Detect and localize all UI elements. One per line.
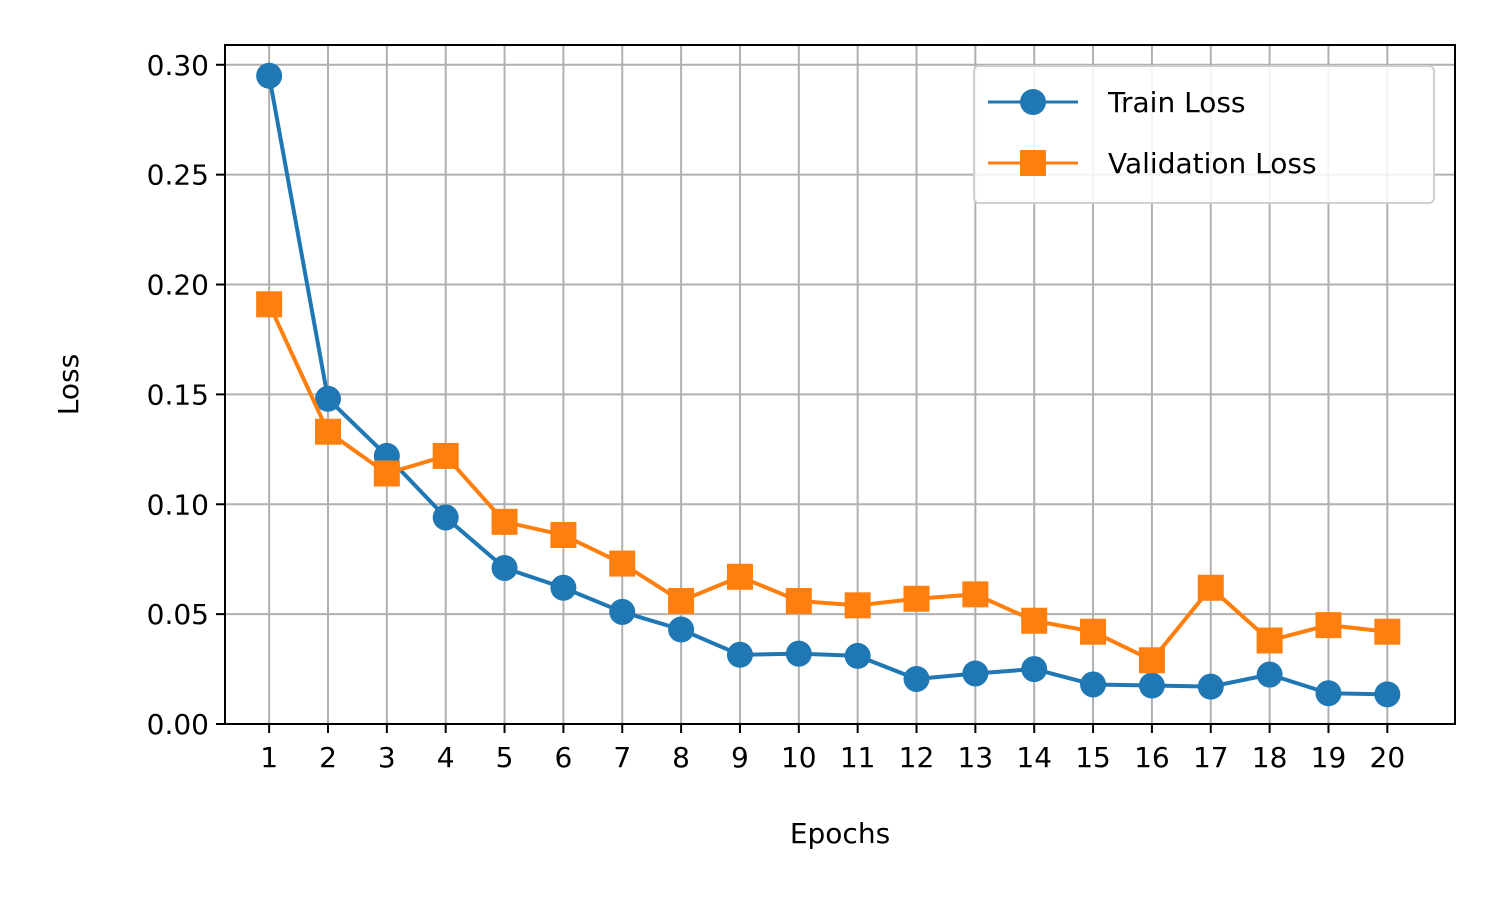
validation-loss-marker: [1021, 607, 1048, 634]
train-loss-marker: [844, 642, 871, 669]
legend: Train Loss Validation Loss: [973, 65, 1435, 204]
train-loss-marker: [1256, 661, 1283, 688]
x-tick-label: 4: [437, 741, 455, 774]
x-tick-label: 3: [378, 741, 396, 774]
x-tick-label: 19: [1311, 741, 1347, 774]
train-loss-marker: [726, 641, 753, 668]
validation-loss-marker: [726, 563, 753, 590]
validation-loss-marker: [491, 508, 518, 535]
x-tick-label: 15: [1075, 741, 1111, 774]
validation-loss-marker: [668, 587, 695, 614]
train-loss-marker: [1315, 680, 1342, 707]
validation-loss-marker: [373, 460, 400, 487]
train-loss-marker: [256, 62, 283, 89]
train-loss-marker: [962, 660, 989, 687]
validation-loss-line: [267, 303, 1388, 663]
y-tick-label: 0.30: [147, 49, 209, 82]
x-tick-label: 1: [260, 741, 278, 774]
x-tick-label: 5: [496, 741, 514, 774]
x-tick-label: 16: [1134, 741, 1170, 774]
validation-loss-marker: [844, 592, 871, 619]
x-tick-label: 8: [672, 741, 690, 774]
train-loss-marker: [785, 640, 812, 667]
x-tick-label: 13: [958, 741, 994, 774]
validation-loss-marker: [962, 581, 989, 608]
validation-loss-marker: [1080, 618, 1107, 645]
train-loss-marker: [1138, 672, 1165, 699]
plot-series: [256, 62, 1401, 708]
plot-frame: [224, 44, 1456, 725]
y-tick-label: 0.00: [147, 708, 209, 741]
validation-loss-marker: [314, 418, 341, 445]
y-tick-label: 0.05: [147, 598, 209, 631]
validation-loss-marker: [256, 291, 283, 318]
train-loss-marker: [1374, 681, 1401, 708]
train-loss-marker: [491, 554, 518, 581]
x-tick-label: 11: [840, 741, 876, 774]
x-tick-label: 6: [554, 741, 572, 774]
train-loss-marker: [609, 598, 636, 625]
y-axis-label: Loss: [52, 354, 85, 415]
validation-loss-marker: [785, 587, 812, 614]
train-loss-marker: [1080, 671, 1107, 698]
train-loss-marker: [1021, 656, 1048, 683]
x-tick-label: 18: [1252, 741, 1288, 774]
legend-label-validation-loss: Validation Loss: [1108, 147, 1317, 180]
train-loss-marker: [314, 385, 341, 412]
x-tick-label: 17: [1193, 741, 1229, 774]
validation-loss-marker: [903, 585, 930, 612]
validation-loss-marker: [550, 522, 577, 549]
validation-loss-marker: [609, 550, 636, 577]
validation-loss-marker: [432, 442, 459, 469]
validation-loss-marker: [1374, 618, 1401, 645]
axis-ticks: 1 2 3 4 5 6 7 8 9 10 11 12 13 14 15 16 17 18 19 200.000.050…: [147, 49, 1405, 774]
legend-label-train-loss: Train Loss: [1107, 86, 1246, 119]
train-loss-marker: [1197, 673, 1224, 700]
y-tick-label: 0.15: [147, 378, 209, 411]
y-tick-label: 0.10: [147, 488, 209, 521]
x-tick-label: 14: [1016, 741, 1052, 774]
train-loss-marker: [550, 574, 577, 601]
y-tick-label: 0.25: [147, 159, 209, 192]
y-tick-label: 0.20: [147, 269, 209, 302]
train-loss-marker: [903, 665, 930, 692]
train-loss-marker: [432, 504, 459, 531]
x-tick-label: 9: [731, 741, 749, 774]
x-axis-label: Epochs: [790, 817, 890, 850]
x-tick-label: 20: [1370, 741, 1406, 774]
x-tick-label: 10: [781, 741, 817, 774]
validation-loss-marker: [1197, 574, 1224, 601]
x-tick-label: 12: [899, 741, 935, 774]
validation-loss-marker: [1256, 627, 1283, 654]
x-tick-label: 7: [613, 741, 631, 774]
validation-loss-marker: [1315, 612, 1342, 639]
train-loss-marker: [668, 616, 695, 643]
x-tick-label: 2: [319, 741, 337, 774]
validation-loss-marker: [1138, 647, 1165, 674]
legend-box: [973, 65, 1435, 204]
legend-marker-train-loss: [1020, 89, 1046, 115]
legend-marker-validation-loss: [1020, 150, 1046, 176]
